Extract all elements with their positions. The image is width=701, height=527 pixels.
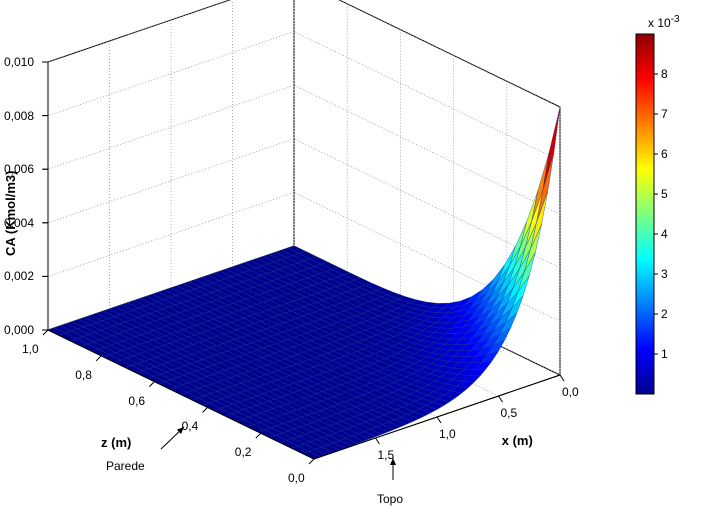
tick-label: 1,0: [22, 342, 39, 356]
colorbar: [636, 34, 654, 394]
tick-label: 8: [661, 67, 668, 81]
tick-label: 0,5: [501, 406, 518, 420]
tick-label: 3: [661, 267, 668, 281]
tick-label: 0,4: [182, 419, 199, 433]
tick-label: 0,010: [4, 55, 34, 69]
tick-label: 1: [661, 347, 668, 361]
tick-label: Parede: [106, 459, 145, 473]
tick-label: 1,0: [439, 427, 456, 441]
tick-label: 6: [661, 147, 668, 161]
tick-label: 0,0: [562, 385, 579, 399]
tick-label: 7: [661, 107, 668, 121]
axis-label: z (m): [101, 435, 131, 450]
tick-label: 0,6: [128, 394, 145, 408]
tick-label: 1,5: [378, 448, 395, 462]
tick-label: x 10-3: [648, 14, 680, 30]
tick-label: 0,002: [4, 269, 34, 283]
axis-label: x (m): [502, 433, 533, 448]
tick-label: 0,008: [4, 109, 34, 123]
tick-label: 2: [661, 307, 668, 321]
axis-label: CA (Kmol/m3): [3, 171, 18, 256]
tick-label: 5: [661, 187, 668, 201]
tick-label: 4: [661, 227, 668, 241]
tick-label: 0,000: [4, 323, 34, 337]
tick-label: 0,2: [235, 445, 252, 459]
tick-label: 0,0: [288, 471, 305, 485]
tick-label: Topo: [377, 492, 403, 506]
tick-label: 0,8: [75, 368, 92, 382]
